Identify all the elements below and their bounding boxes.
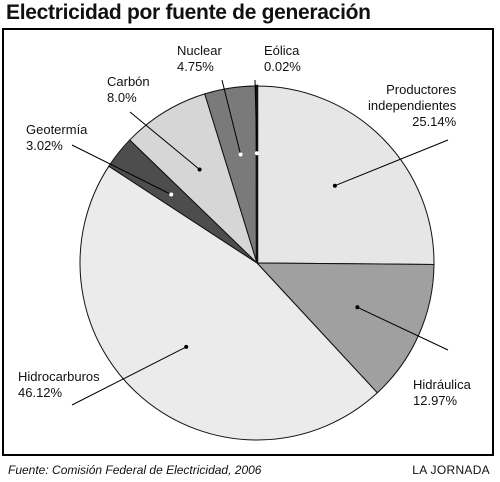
label-hidrocarburos: Hidrocarburos 46.12% [18,369,100,401]
label-name-line: Productores [386,82,457,97]
leader-dot [197,167,202,172]
leader-line [71,144,172,195]
label-value: 46.12% [18,385,63,400]
label-productores-independientes: Productores independientes 25.14% [368,82,456,130]
label-value: 8.0% [107,90,137,105]
source-note: Fuente: Comisión Federal de Electricidad… [8,463,262,477]
label-value: 3.02% [26,138,63,153]
pie-slice [256,85,435,266]
leader-line [221,79,242,155]
label-name-line: independientes [368,98,457,113]
label-value: 25.14% [412,114,457,129]
leader-dot [238,152,243,157]
label-name-line: Hidrocarburos [18,369,100,384]
label-hidraulica: Hidráulica 12.97% [413,377,471,409]
label-nuclear: Nuclear 4.75% [177,43,222,75]
pie-slice [79,165,379,441]
leader-dot [169,192,174,197]
publisher-credit: LA JORNADA [412,463,490,477]
leader-line [254,79,258,154]
label-geotermia: Geotermía 3.02% [26,122,87,154]
leader-dot [332,183,337,188]
chart-title: Electricidad por fuente de generación [6,1,371,24]
leader-line [71,346,187,406]
label-value: 0.02% [264,59,301,74]
label-name-line: Nuclear [177,43,222,58]
leader-line [334,139,449,187]
label-value: 4.75% [177,59,214,74]
pie-slice [255,262,435,394]
leader-line [129,111,200,170]
leader-line [357,306,449,351]
leader-dot [254,151,259,156]
pie-slice [129,93,258,264]
label-eolica: Eólica 0.02% [264,43,301,75]
label-carbon: Carbón 8.0% [107,74,150,106]
leader-dot [355,305,360,310]
label-name-line: Hidráulica [413,377,471,392]
label-name-line: Eólica [264,43,300,58]
chart-frame [2,28,494,456]
label-name-line: Geotermía [26,122,88,137]
leader-dot [184,344,189,349]
label-value: 12.97% [413,393,458,408]
label-name-line: Carbón [107,74,150,89]
